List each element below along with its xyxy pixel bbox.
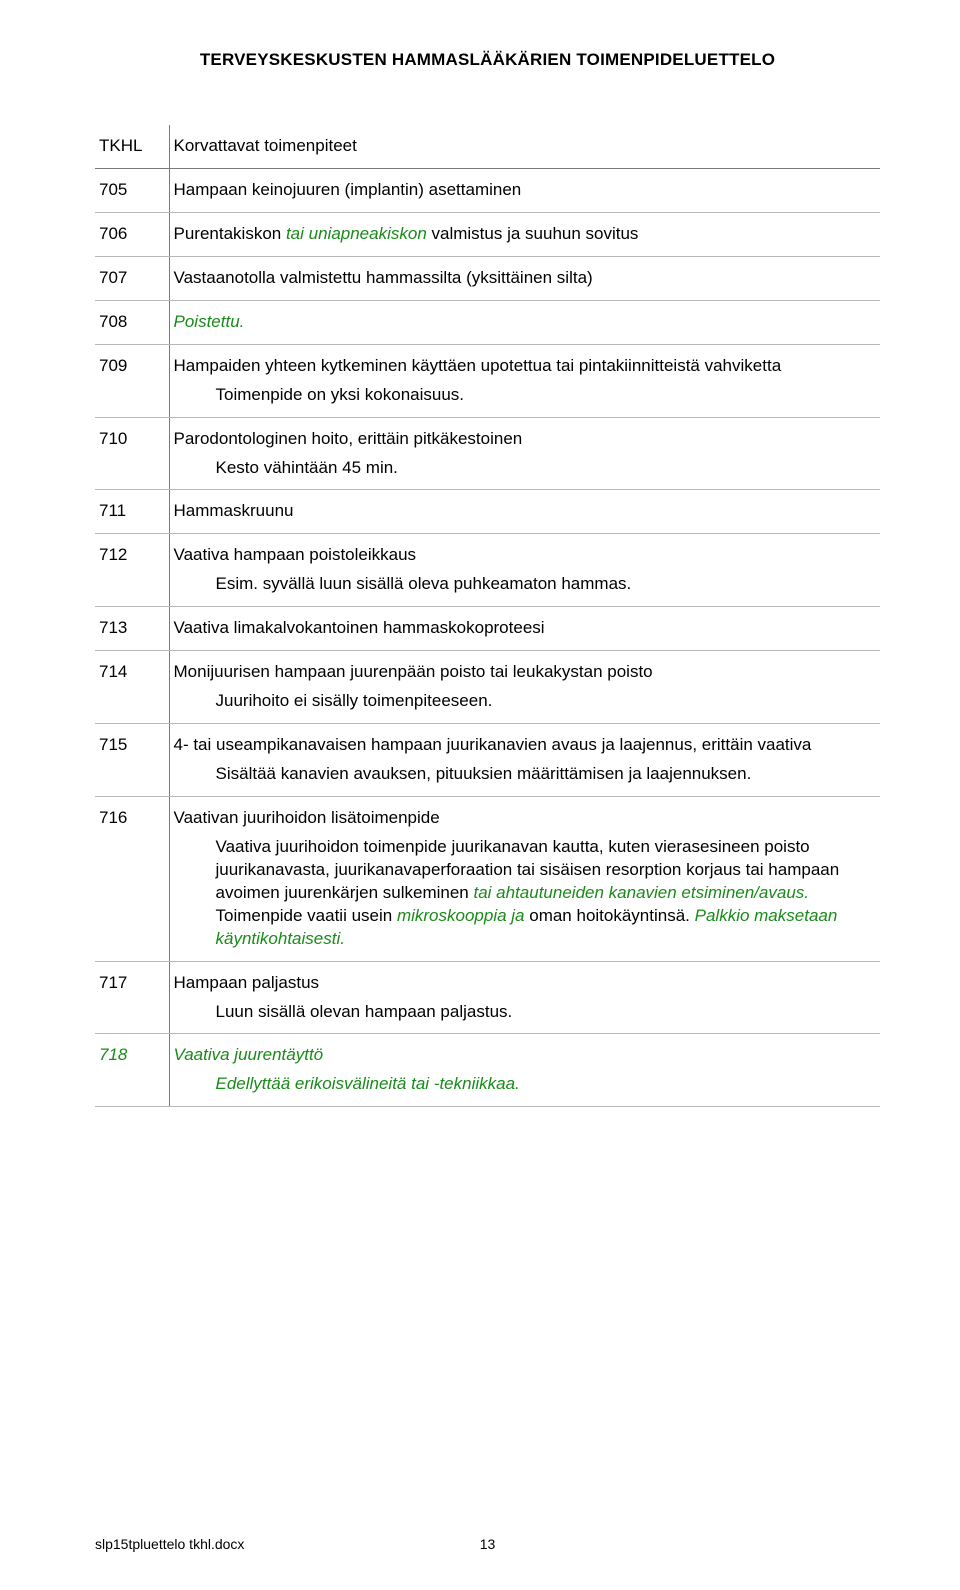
row-code: 714 bbox=[95, 651, 169, 724]
table-row: 712Vaativa hampaan poistoleikkaus Esim. s… bbox=[95, 534, 880, 607]
row-desc-main: Vaativa hampaan poistoleikkaus bbox=[174, 544, 873, 567]
row-desc-sub: Edellyttää erikoisvälineitä tai -tekniik… bbox=[174, 1073, 873, 1096]
text-run: Vaativa juurentäyttö bbox=[174, 1045, 324, 1064]
row-desc-main: Vaativan juurihoidon lisätoimenpide bbox=[174, 807, 873, 830]
row-desc: Vastaanotolla valmistettu hammassilta (y… bbox=[169, 256, 880, 300]
text-run: tai ahtautuneiden kanavien etsiminen/ava… bbox=[473, 883, 809, 902]
row-desc-main: 4- tai useampikanavaisen hampaan juurika… bbox=[174, 734, 873, 757]
text-run: tai uniapneakiskon bbox=[286, 224, 427, 243]
table-row: 707Vastaanotolla valmistettu hammassilta… bbox=[95, 256, 880, 300]
row-code: 711 bbox=[95, 490, 169, 534]
row-desc: Vaativa limakalvokantoinen hammaskokopro… bbox=[169, 607, 880, 651]
table-row: 709Hampaiden yhteen kytkeminen käyttäen … bbox=[95, 344, 880, 417]
row-code: 707 bbox=[95, 256, 169, 300]
table-row: 706Purentakiskon tai uniapneakiskon valm… bbox=[95, 212, 880, 256]
row-desc-main: Vaativa limakalvokantoinen hammaskokopro… bbox=[174, 617, 873, 640]
row-code: 712 bbox=[95, 534, 169, 607]
row-desc: Vaativa juurentäyttö Edellyttää erikoisvä… bbox=[169, 1034, 880, 1107]
row-desc-sub: Vaativa juurihoidon toimenpide juurikana… bbox=[174, 836, 873, 951]
row-desc-sub: Luun sisällä olevan hampaan paljastus. bbox=[174, 1001, 873, 1024]
row-desc: Monijuurisen hampaan juurenpään poisto t… bbox=[169, 651, 880, 724]
text-run: mikroskooppia ja bbox=[397, 906, 525, 925]
row-code: 713 bbox=[95, 607, 169, 651]
procedures-table: TKHLKorvattavat toimenpiteet705Hampaan k… bbox=[95, 125, 880, 1107]
row-code: 709 bbox=[95, 344, 169, 417]
row-desc-sub: Toimenpide on yksi kokonaisuus. bbox=[174, 384, 873, 407]
row-desc: Hampaan keinojuuren (implantin) asettami… bbox=[169, 168, 880, 212]
row-code: 715 bbox=[95, 724, 169, 797]
text-run: Poistettu. bbox=[174, 312, 245, 331]
page-footer: slp15tpluettelo tkhl.docx 13 bbox=[95, 1536, 880, 1552]
text-run: Edellyttää erikoisvälineitä tai -tekniik… bbox=[216, 1074, 520, 1093]
row-code: 705 bbox=[95, 168, 169, 212]
text-run: oman hoitokäyntinsä. bbox=[525, 906, 695, 925]
table-row: 717Hampaan paljastus Luun sisällä olevan … bbox=[95, 961, 880, 1034]
row-desc: Purentakiskon tai uniapneakiskon valmist… bbox=[169, 212, 880, 256]
row-desc-sub: Sisältää kanavien avauksen, pituuksien m… bbox=[174, 763, 873, 786]
table-row: 718 Vaativa juurentäyttö Edellyttää erikoi… bbox=[95, 1034, 880, 1107]
row-code: 716 bbox=[95, 796, 169, 961]
row-desc: Hampaiden yhteen kytkeminen käyttäen upo… bbox=[169, 344, 880, 417]
row-desc-main: Monijuurisen hampaan juurenpään poisto t… bbox=[174, 661, 873, 684]
table-row: 713Vaativa limakalvokantoinen hammaskoko… bbox=[95, 607, 880, 651]
table-head-desc: Korvattavat toimenpiteet bbox=[169, 125, 880, 168]
row-desc-main: Vaativa juurentäyttö bbox=[174, 1044, 873, 1067]
page-container: TERVEYSKESKUSTEN HAMMASLÄÄKÄRIEN TOIMENP… bbox=[0, 0, 960, 1147]
row-desc: Vaativa hampaan poistoleikkaus Esim. syvä… bbox=[169, 534, 880, 607]
text-run: Purentakiskon bbox=[174, 224, 286, 243]
row-code: 717 bbox=[95, 961, 169, 1034]
row-desc-main: Hampaiden yhteen kytkeminen käyttäen upo… bbox=[174, 355, 873, 378]
row-desc: 4- tai useampikanavaisen hampaan juurika… bbox=[169, 724, 880, 797]
row-code: 706 bbox=[95, 212, 169, 256]
row-desc: Vaativan juurihoidon lisätoimenpide Vaati… bbox=[169, 796, 880, 961]
row-desc-main: Vastaanotolla valmistettu hammassilta (y… bbox=[174, 267, 873, 290]
row-desc: Poistettu. bbox=[169, 300, 880, 344]
row-desc-sub: Esim. syvällä luun sisällä oleva puhkeam… bbox=[174, 573, 873, 596]
row-desc: Hampaan paljastus Luun sisällä olevan ham… bbox=[169, 961, 880, 1034]
table-row: 714Monijuurisen hampaan juurenpään poist… bbox=[95, 651, 880, 724]
row-desc-main: Hampaan keinojuuren (implantin) asettami… bbox=[174, 179, 873, 202]
document-header: TERVEYSKESKUSTEN HAMMASLÄÄKÄRIEN TOIMENP… bbox=[95, 50, 880, 70]
row-code: 710 bbox=[95, 417, 169, 490]
row-desc-main: Purentakiskon tai uniapneakiskon valmist… bbox=[174, 223, 873, 246]
text-run: Toimenpide vaatii usein bbox=[216, 906, 397, 925]
text-run: valmistus ja suuhun sovitus bbox=[427, 224, 639, 243]
table-row: 7154- tai useampikanavaisen hampaan juur… bbox=[95, 724, 880, 797]
row-desc-main: Poistettu. bbox=[174, 311, 873, 334]
table-row: 705Hampaan keinojuuren (implantin) asett… bbox=[95, 168, 880, 212]
footer-page-number: 13 bbox=[480, 1536, 496, 1552]
row-desc-main: Hammaskruunu bbox=[174, 500, 873, 523]
table-head-code: TKHL bbox=[95, 125, 169, 168]
row-desc-main: Hampaan paljastus bbox=[174, 972, 873, 995]
row-desc: Hammaskruunu bbox=[169, 490, 880, 534]
row-desc-main: Parodontologinen hoito, erittäin pitkäke… bbox=[174, 428, 873, 451]
row-code: 718 bbox=[95, 1034, 169, 1107]
row-desc-sub: Kesto vähintään 45 min. bbox=[174, 457, 873, 480]
table-row: 716Vaativan juurihoidon lisätoimenpideVa… bbox=[95, 796, 880, 961]
table-row: 711Hammaskruunu bbox=[95, 490, 880, 534]
row-code: 708 bbox=[95, 300, 169, 344]
table-row: 708 Poistettu. bbox=[95, 300, 880, 344]
row-desc-sub: Juurihoito ei sisälly toimenpiteeseen. bbox=[174, 690, 873, 713]
row-desc: Parodontologinen hoito, erittäin pitkäke… bbox=[169, 417, 880, 490]
footer-filename: slp15tpluettelo tkhl.docx bbox=[95, 1536, 244, 1552]
table-row: 710Parodontologinen hoito, erittäin pitk… bbox=[95, 417, 880, 490]
